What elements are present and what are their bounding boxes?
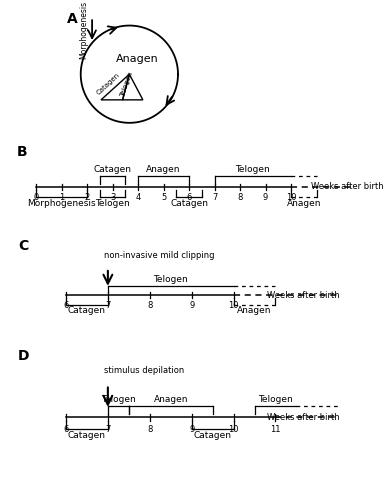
Text: Catagen: Catagen <box>94 165 132 174</box>
Text: 10: 10 <box>228 424 239 434</box>
Text: 5: 5 <box>161 194 166 202</box>
Text: 6: 6 <box>63 301 69 310</box>
Text: 10: 10 <box>228 301 239 310</box>
Text: Anagen: Anagen <box>146 165 181 174</box>
Text: Telogen: Telogen <box>95 199 130 208</box>
Text: Telogen: Telogen <box>119 71 134 98</box>
Text: Catagen: Catagen <box>68 306 106 315</box>
Text: Catagen: Catagen <box>194 431 232 440</box>
Text: 4: 4 <box>135 194 141 202</box>
Text: D: D <box>18 349 29 363</box>
Text: 0: 0 <box>33 194 39 202</box>
Text: 8: 8 <box>147 424 152 434</box>
Text: B: B <box>17 145 27 159</box>
Text: Weeks after birth: Weeks after birth <box>267 413 340 422</box>
Text: Telogen: Telogen <box>153 275 188 284</box>
Text: Telogen: Telogen <box>258 395 293 404</box>
Text: Catagen: Catagen <box>68 431 106 440</box>
Text: Morphogenesis: Morphogenesis <box>79 1 88 59</box>
Text: Anagen: Anagen <box>116 54 159 64</box>
Text: 11: 11 <box>270 424 281 434</box>
Text: 9: 9 <box>189 424 194 434</box>
Text: 8: 8 <box>147 301 152 310</box>
Text: Weeks after birth: Weeks after birth <box>311 182 384 191</box>
Text: A: A <box>67 12 78 26</box>
Text: Weeks after birth: Weeks after birth <box>267 290 340 300</box>
Text: Catagen: Catagen <box>170 199 208 208</box>
Text: Telogen: Telogen <box>101 395 136 404</box>
Text: Anagen: Anagen <box>237 306 272 315</box>
Text: Anagen: Anagen <box>154 395 188 404</box>
Text: 7: 7 <box>212 194 217 202</box>
Text: 1: 1 <box>59 194 64 202</box>
Text: 9: 9 <box>189 301 194 310</box>
Text: C: C <box>18 238 28 252</box>
Text: Telogen: Telogen <box>236 165 270 174</box>
Text: 3: 3 <box>110 194 115 202</box>
Text: 7: 7 <box>105 301 111 310</box>
Text: 2: 2 <box>84 194 90 202</box>
Text: 7: 7 <box>105 424 111 434</box>
Text: Anagen: Anagen <box>287 199 321 208</box>
Text: 8: 8 <box>237 194 243 202</box>
Text: stimulus depilation: stimulus depilation <box>103 366 184 375</box>
Text: 9: 9 <box>263 194 268 202</box>
Text: Morphogenesis: Morphogenesis <box>27 199 96 208</box>
Text: Catagen: Catagen <box>96 72 121 96</box>
Text: 10: 10 <box>286 194 296 202</box>
Text: 6: 6 <box>186 194 192 202</box>
Text: 6: 6 <box>63 424 69 434</box>
Text: non-invasive mild clipping: non-invasive mild clipping <box>103 251 214 260</box>
